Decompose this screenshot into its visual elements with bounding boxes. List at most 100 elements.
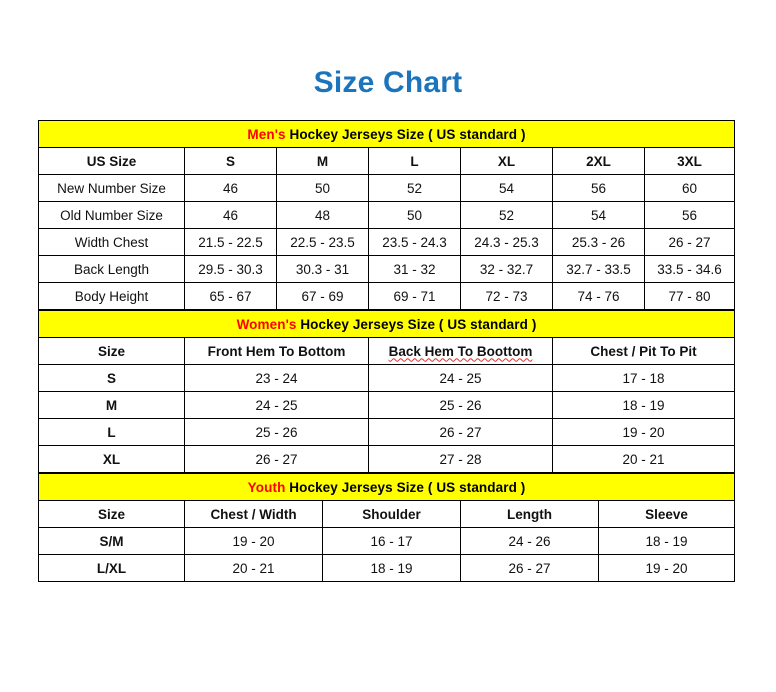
table-row: L 25 - 26 26 - 27 19 - 20	[38, 418, 736, 446]
table-row: New Number Size 46 50 52 54 56 60	[38, 174, 736, 202]
mens-cell: 32.7 - 33.5	[552, 255, 645, 283]
womens-band-rest: Hockey Jerseys Size ( US standard )	[296, 316, 537, 332]
womens-cell: 25 - 26	[184, 418, 369, 446]
youth-cell: 18 - 19	[322, 554, 461, 582]
table-row: Back Length 29.5 - 30.3 30.3 - 31 31 - 3…	[38, 255, 736, 283]
mens-cell: 25.3 - 26	[552, 228, 645, 256]
mens-cell: 56	[552, 174, 645, 202]
mens-row-label: Back Length	[38, 255, 185, 283]
mens-band-rest: Hockey Jerseys Size ( US standard )	[285, 126, 526, 142]
table-row: L/XL 20 - 21 18 - 19 26 - 27 19 - 20	[38, 554, 736, 582]
womens-row-label: M	[38, 391, 185, 419]
youth-row-label: L/XL	[38, 554, 185, 582]
mens-cell: 46	[184, 174, 277, 202]
youth-cell: 26 - 27	[460, 554, 599, 582]
youth-band-accent: Youth	[247, 479, 286, 495]
womens-section-band: Women's Hockey Jerseys Size ( US standar…	[37, 310, 736, 338]
mens-cell: 60	[643, 174, 736, 202]
womens-cell: 24 - 25	[184, 391, 369, 419]
mens-cell: 74 - 76	[552, 282, 645, 310]
mens-cell: 67 - 69	[276, 282, 369, 310]
mens-cell: 54	[552, 201, 645, 229]
youth-cell: 16 - 17	[322, 527, 461, 555]
mens-header-us-size: US Size	[38, 147, 185, 175]
size-chart-tables: Men's Hockey Jerseys Size ( US standard …	[37, 120, 736, 582]
youth-header-chest-width: Chest / Width	[184, 500, 323, 528]
youth-band-row: Youth Hockey Jerseys Size ( US standard …	[37, 473, 736, 501]
mens-cell: 32 - 32.7	[460, 255, 553, 283]
mens-row-label: Width Chest	[38, 228, 185, 256]
womens-header-front-hem-to-bottom: Front Hem To Bottom	[184, 337, 369, 365]
mens-cell: 56	[643, 201, 736, 229]
womens-cell: 23 - 24	[184, 364, 369, 392]
womens-cell: 18 - 19	[551, 391, 736, 419]
mens-cell: 54	[460, 174, 553, 202]
table-row: Width Chest 21.5 - 22.5 22.5 - 23.5 23.5…	[38, 228, 736, 256]
youth-cell: 18 - 19	[597, 527, 736, 555]
womens-band-accent: Women's	[236, 316, 297, 332]
womens-row-label: XL	[38, 445, 185, 473]
youth-header-length: Length	[460, 500, 599, 528]
mens-header-xl: XL	[460, 147, 553, 175]
womens-cell: 25 - 26	[368, 391, 553, 419]
womens-cell: 20 - 21	[551, 445, 736, 473]
mens-header-s: S	[184, 147, 277, 175]
mens-cell: 31 - 32	[368, 255, 461, 283]
mens-cell: 46	[184, 201, 277, 229]
table-row: XL 26 - 27 27 - 28 20 - 21	[38, 445, 736, 473]
youth-cell: 20 - 21	[184, 554, 323, 582]
womens-size-table: Women's Hockey Jerseys Size ( US standar…	[37, 310, 736, 473]
mens-cell: 23.5 - 24.3	[368, 228, 461, 256]
mens-cell: 33.5 - 34.6	[643, 255, 736, 283]
youth-row-label: S/M	[38, 527, 185, 555]
womens-band-row: Women's Hockey Jerseys Size ( US standar…	[37, 310, 736, 338]
table-row: Body Height 65 - 67 67 - 69 69 - 71 72 -…	[38, 282, 736, 310]
mens-cell: 50	[368, 201, 461, 229]
mens-header-row: US Size S M L XL 2XL 3XL	[38, 147, 736, 175]
mens-header-m: M	[276, 147, 369, 175]
table-row: M 24 - 25 25 - 26 18 - 19	[38, 391, 736, 419]
mens-band-row: Men's Hockey Jerseys Size ( US standard …	[37, 120, 736, 148]
womens-cell: 19 - 20	[551, 418, 736, 446]
mens-cell: 69 - 71	[368, 282, 461, 310]
youth-header-size: Size	[38, 500, 185, 528]
mens-header-3xl: 3XL	[643, 147, 736, 175]
mens-cell: 29.5 - 30.3	[184, 255, 277, 283]
table-row: S/M 19 - 20 16 - 17 24 - 26 18 - 19	[38, 527, 736, 555]
womens-header-row: Size Front Hem To Bottom Back Hem To Boo…	[38, 337, 736, 365]
youth-cell: 19 - 20	[597, 554, 736, 582]
mens-row-label: Old Number Size	[38, 201, 185, 229]
mens-cell: 65 - 67	[184, 282, 277, 310]
womens-cell: 26 - 27	[368, 418, 553, 446]
mens-cell: 30.3 - 31	[276, 255, 369, 283]
mens-cell: 52	[368, 174, 461, 202]
womens-row-label: S	[38, 364, 185, 392]
mens-row-label: Body Height	[38, 282, 185, 310]
youth-size-table: Youth Hockey Jerseys Size ( US standard …	[37, 473, 736, 582]
womens-cell: 24 - 25	[368, 364, 553, 392]
table-row: Old Number Size 46 48 50 52 54 56	[38, 201, 736, 229]
youth-section-band: Youth Hockey Jerseys Size ( US standard …	[37, 473, 736, 501]
womens-cell: 26 - 27	[184, 445, 369, 473]
womens-row-label: L	[38, 418, 185, 446]
mens-row-label: New Number Size	[38, 174, 185, 202]
table-row: S 23 - 24 24 - 25 17 - 18	[38, 364, 736, 392]
mens-section-band: Men's Hockey Jerseys Size ( US standard …	[37, 120, 736, 148]
mens-cell: 24.3 - 25.3	[460, 228, 553, 256]
mens-cell: 26 - 27	[643, 228, 736, 256]
womens-cell: 27 - 28	[368, 445, 553, 473]
youth-band-rest: Hockey Jerseys Size ( US standard )	[285, 479, 526, 495]
mens-cell: 22.5 - 23.5	[276, 228, 369, 256]
mens-cell: 50	[276, 174, 369, 202]
mens-cell: 48	[276, 201, 369, 229]
mens-cell: 77 - 80	[643, 282, 736, 310]
womens-header-back-hem-to-boottom: Back Hem To Boottom	[368, 337, 553, 365]
womens-cell: 17 - 18	[551, 364, 736, 392]
youth-cell: 19 - 20	[184, 527, 323, 555]
mens-cell: 72 - 73	[460, 282, 553, 310]
mens-band-accent: Men's	[247, 126, 286, 142]
misspelled-text: Back Hem To Boottom	[388, 343, 533, 359]
womens-header-size: Size	[38, 337, 185, 365]
youth-header-sleeve: Sleeve	[597, 500, 736, 528]
